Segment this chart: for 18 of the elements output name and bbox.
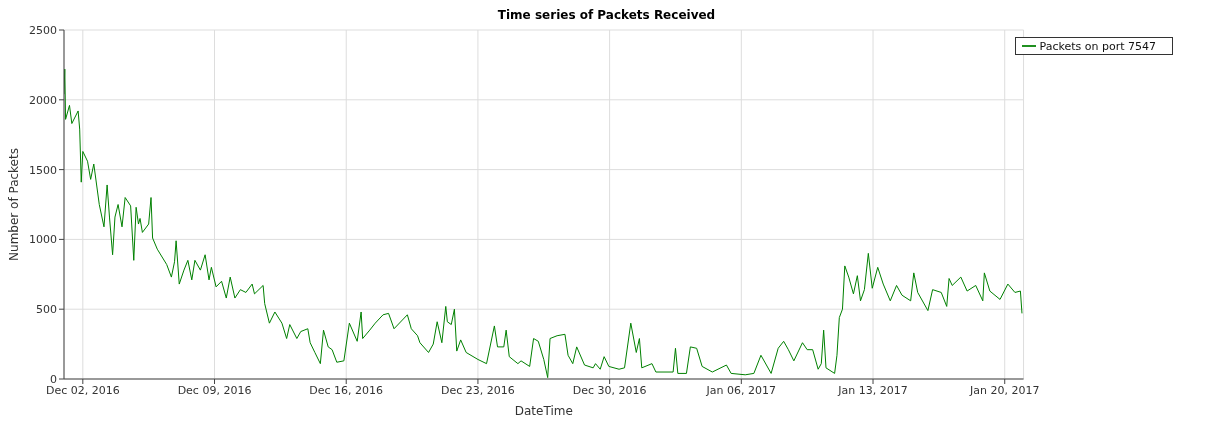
x-tick-label: Jan 13, 2017 xyxy=(837,383,908,397)
y-axis-title: Number of Packets xyxy=(7,148,22,261)
x-tick-label: Dec 09, 2016 xyxy=(177,383,252,397)
x-axis-title: DateTime xyxy=(514,404,573,418)
y-tick-label: 2500 xyxy=(29,23,57,37)
y-tick-label: 500 xyxy=(36,303,57,317)
y-tick-label: 2000 xyxy=(29,93,57,107)
x-tick-label: Dec 02, 2016 xyxy=(45,383,120,397)
x-tick-label: Jan 20, 2017 xyxy=(969,383,1040,397)
y-tick-label: 1000 xyxy=(29,233,57,247)
legend-label: Packets on port 7547 xyxy=(1039,40,1156,53)
x-tick-label: Dec 30, 2016 xyxy=(572,383,647,397)
y-tick-label: 1500 xyxy=(29,163,57,177)
x-tick-label: Dec 23, 2016 xyxy=(441,383,515,397)
x-tick-label: Dec 16, 2016 xyxy=(309,383,384,397)
y-tick-label: 0 xyxy=(50,372,57,386)
chart-title: Time series of Packets Received xyxy=(496,8,717,23)
x-tick-label: Jan 06, 2017 xyxy=(705,383,777,397)
